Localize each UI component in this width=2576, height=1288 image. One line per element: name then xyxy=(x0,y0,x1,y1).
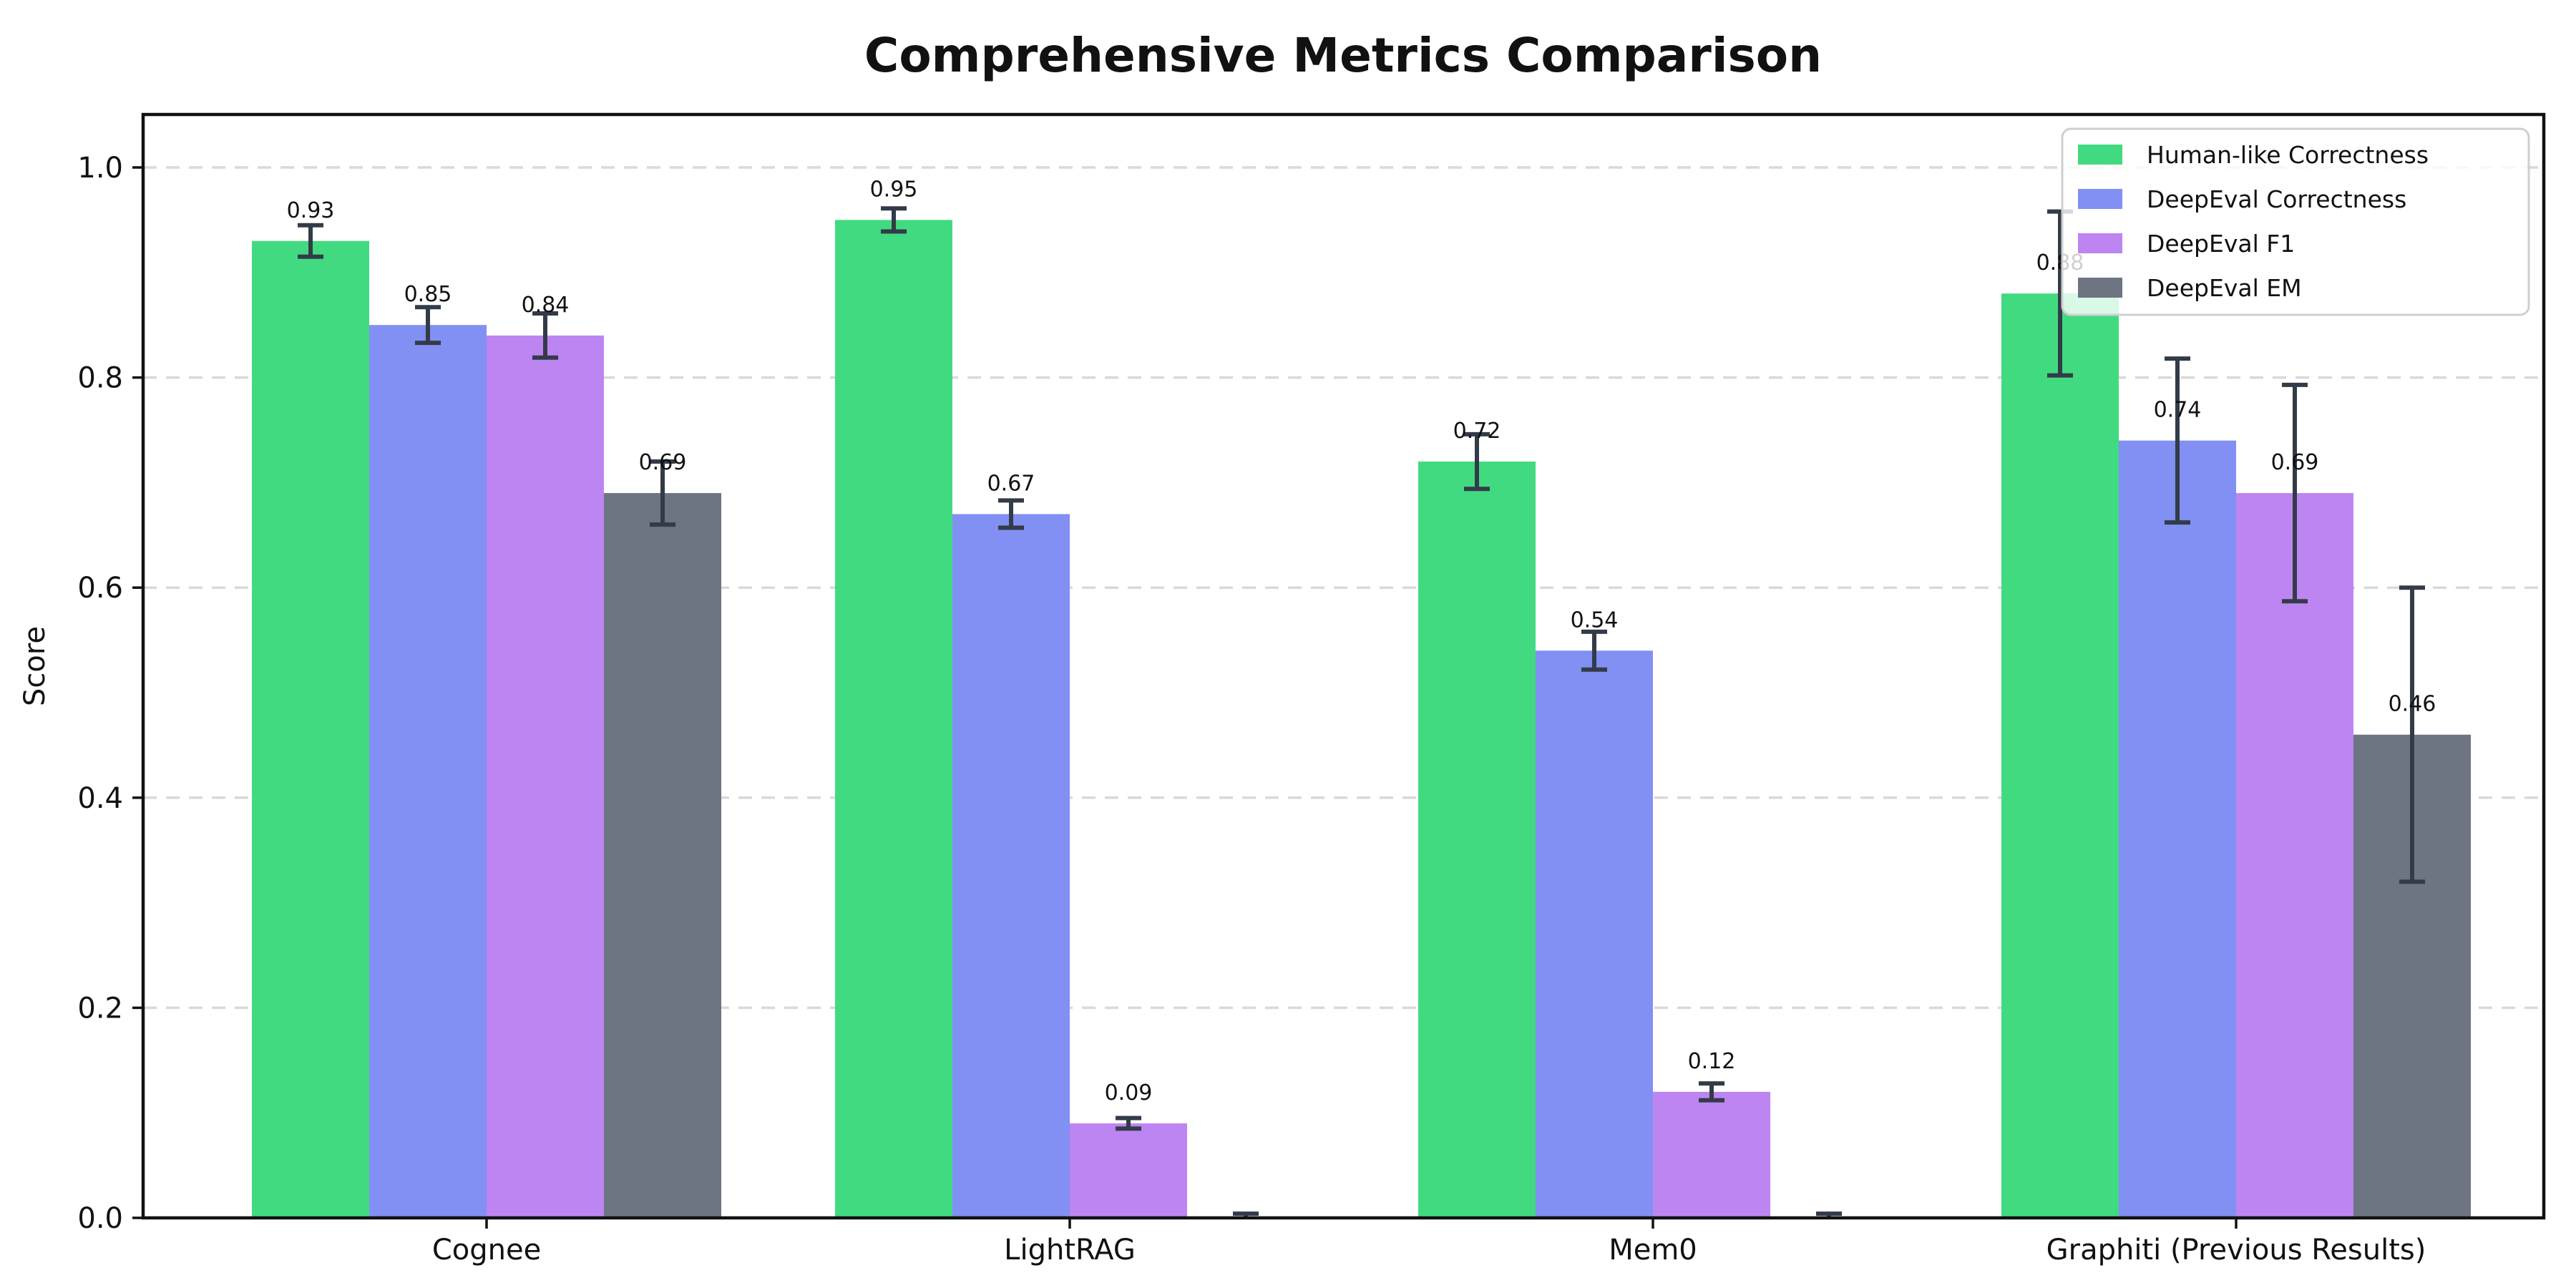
y-tick-label: 0.8 xyxy=(77,362,123,395)
bar-value-label: 0.54 xyxy=(1571,608,1619,633)
legend-swatch xyxy=(2078,278,2122,298)
x-tick-label: Cognee xyxy=(432,1234,541,1267)
x-tick-label: Mem0 xyxy=(1609,1234,1697,1267)
bar-value-label: 0.84 xyxy=(522,293,570,318)
bar-value-label: 0.69 xyxy=(2271,450,2319,475)
legend-label: DeepEval EM xyxy=(2147,274,2302,302)
bar-value-label: 0.93 xyxy=(287,198,335,223)
bars-layer xyxy=(252,220,2471,1219)
y-tick-label: 0.4 xyxy=(77,782,123,815)
bar xyxy=(369,325,487,1219)
bar-value-label: 0.67 xyxy=(987,471,1035,496)
legend-label: DeepEval Correctness xyxy=(2147,185,2406,213)
legend-label: Human-like Correctness xyxy=(2147,141,2429,169)
legend-label: DeepEval F1 xyxy=(2147,230,2295,258)
legend-swatch xyxy=(2078,145,2122,165)
legend-swatch xyxy=(2078,189,2122,209)
bar xyxy=(604,493,721,1218)
y-tick-label: 0.0 xyxy=(77,1202,123,1235)
bar-value-label: 0.46 xyxy=(2389,692,2436,717)
bar-value-label: 0.12 xyxy=(1688,1049,1736,1074)
bar xyxy=(252,240,369,1218)
bar xyxy=(1536,650,1653,1218)
chart-title: Comprehensive Metrics Comparison xyxy=(864,28,1822,83)
bar xyxy=(2119,440,2236,1219)
bar-value-label: 0.74 xyxy=(2154,398,2202,423)
legend-box xyxy=(2061,127,2530,316)
bar xyxy=(2236,493,2353,1218)
bar xyxy=(835,220,952,1218)
bar xyxy=(952,514,1070,1218)
bar xyxy=(487,335,604,1218)
bar-value-label: 0.09 xyxy=(1105,1080,1153,1106)
y-tick-label: 0.6 xyxy=(77,572,123,605)
x-tick-label: LightRAG xyxy=(1004,1234,1136,1267)
y-tick-label: 1.0 xyxy=(77,152,123,185)
axis-ticks-layer: 0.0 0.2 0.4 0.6 0.8 1.0 Cognee LightRAG Mem0 Grap… xyxy=(77,152,2426,1267)
plot-border xyxy=(141,112,2546,1220)
bar xyxy=(2001,293,2119,1218)
bar-value-label: 0.69 xyxy=(639,450,687,475)
y-tick-label: 0.2 xyxy=(77,992,123,1025)
x-tick-label: Graphiti (Previous Results) xyxy=(2046,1234,2426,1267)
bar xyxy=(1070,1123,1187,1218)
bar xyxy=(1653,1091,1770,1218)
bar-value-label: 0.72 xyxy=(1453,419,1501,444)
legend: Human-like Correctness DeepEval Correctne… xyxy=(2061,127,2530,316)
error-bars-layer xyxy=(298,206,2425,1218)
y-axis-label: Score xyxy=(19,626,52,706)
bar xyxy=(1418,462,1536,1218)
bar-value-label: 0.85 xyxy=(404,282,452,307)
bar-value-label: 0.95 xyxy=(870,177,918,202)
legend-swatch xyxy=(2078,233,2122,253)
